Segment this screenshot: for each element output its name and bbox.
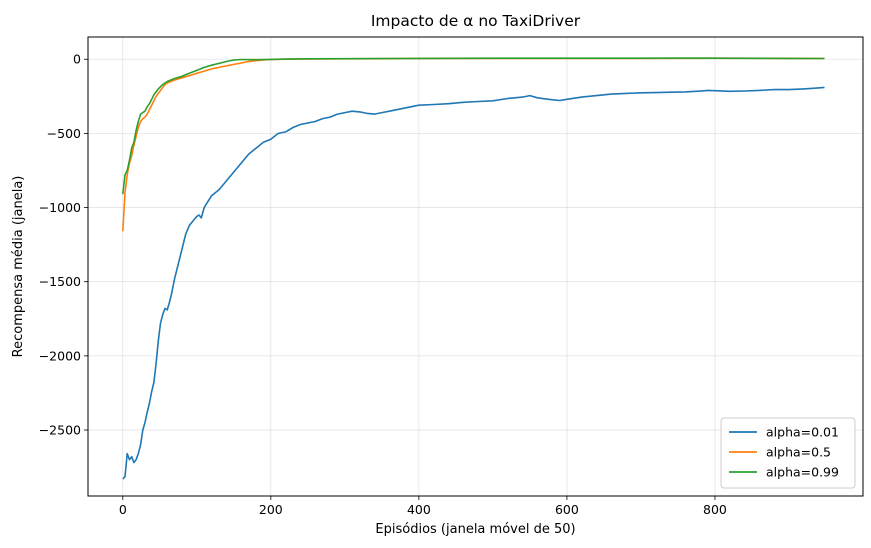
y-tick-label: −1000 <box>39 200 81 215</box>
y-tick-label: −1500 <box>39 274 81 289</box>
x-tick-label: 0 <box>119 502 127 517</box>
y-axis-label: Recompensa média (janela) <box>11 176 26 358</box>
x-tick-label: 400 <box>407 502 431 517</box>
legend-box <box>720 417 856 489</box>
y-tick-label: −2500 <box>39 423 81 438</box>
x-axis: 0 200 400 600 800 <box>119 496 727 517</box>
legend: alpha=0.01 alpha=0.5 alpha=0.99 <box>720 417 856 489</box>
x-tick-label: 800 <box>703 502 727 517</box>
y-axis: 0 −500 −1000 −1500 −2000 −2500 <box>39 52 88 438</box>
x-axis-label: Episódios (janela móvel de 50) <box>375 522 575 537</box>
legend-label: alpha=0.99 <box>766 465 839 480</box>
series-line-alpha-0-99 <box>122 57 825 195</box>
series-layer <box>122 57 825 480</box>
x-tick-label: 200 <box>259 502 283 517</box>
series-line-alpha-0-01 <box>122 86 825 480</box>
y-tick-label: −2000 <box>39 348 81 363</box>
x-tick-label: 600 <box>555 502 579 517</box>
y-tick-label: 0 <box>73 52 81 67</box>
chart-title: Impacto de α no TaxiDriver <box>371 12 581 30</box>
plot-frame <box>87 36 864 497</box>
legend-label: alpha=0.01 <box>766 425 839 440</box>
y-tick-label: −500 <box>47 126 81 141</box>
legend-label: alpha=0.5 <box>766 445 831 460</box>
